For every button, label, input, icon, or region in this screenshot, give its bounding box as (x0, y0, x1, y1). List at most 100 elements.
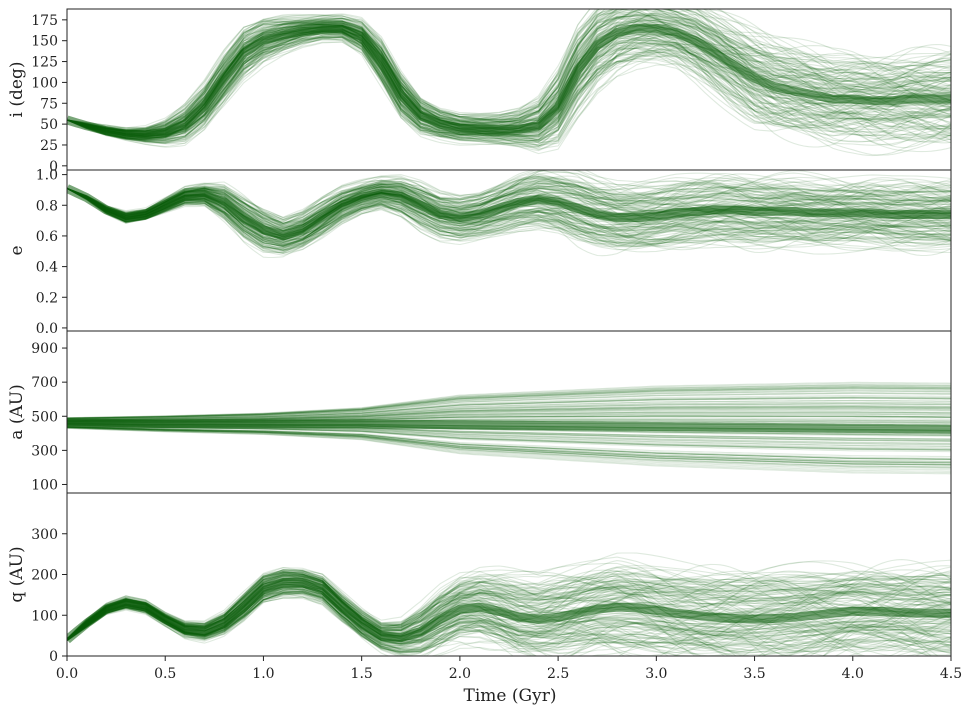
trajectory-line (67, 9, 951, 130)
trajectory-line (67, 570, 951, 640)
dominant-track (67, 418, 951, 434)
trajectory-line (67, 389, 951, 420)
y-tick-label: 0.8 (36, 198, 58, 214)
trajectory-line (67, 35, 951, 156)
trajectory-line (67, 426, 951, 468)
trajectory-line (67, 41, 951, 157)
trajectory-line (67, 19, 951, 132)
trajectory-line (67, 31, 951, 140)
trajectory-line (67, 41, 951, 153)
trajectory-line (67, 426, 951, 464)
trajectory-line (67, 180, 951, 224)
trajectory-line (67, 31, 951, 148)
x-tick-label: 2.0 (449, 666, 471, 682)
panel-1: 0 25 50 75 100 125 150 175 i (deg) (7, 8, 952, 175)
y-tick-label: 300 (31, 527, 58, 543)
trajectory-line (67, 573, 951, 640)
trajectory-line (67, 397, 951, 421)
trajectory-line (67, 567, 951, 640)
trajectory-line (67, 36, 951, 143)
trajectory-line (67, 426, 951, 462)
trajectory-line (67, 569, 951, 640)
x-tick-label: 2.5 (547, 666, 569, 682)
trajectory-line (67, 187, 951, 245)
trajectory-line (67, 552, 951, 640)
trajectory-line (67, 392, 951, 420)
trajectory-line (67, 177, 951, 231)
trajectory-line (67, 9, 951, 129)
trajectory-line (67, 36, 951, 142)
trajectory-line (67, 187, 951, 239)
trajectory-line (67, 592, 951, 649)
y-tick-label: 175 (31, 13, 58, 29)
trajectory-line (67, 593, 951, 651)
y-tick-label: 125 (31, 55, 58, 71)
trajectory-line (67, 9, 951, 132)
y-tick-label: 300 (31, 443, 58, 459)
trajectory-line (67, 585, 951, 656)
y-tick-label: 100 (31, 75, 58, 91)
trajectory-lines (67, 381, 951, 475)
trajectory-line (67, 15, 951, 137)
trajectory-line (67, 592, 951, 656)
trajectory-line (67, 187, 951, 235)
trajectory-line (67, 36, 951, 146)
trajectory-line (67, 426, 951, 466)
trajectory-line (67, 388, 951, 420)
trajectory-line (67, 571, 951, 641)
trajectory-line (67, 385, 951, 419)
trajectory-line (67, 591, 951, 652)
trajectory-line (67, 187, 951, 243)
trajectory-line (67, 187, 951, 243)
trajectory-line (67, 187, 951, 251)
trajectory-line (67, 570, 951, 640)
trajectory-line (67, 187, 951, 253)
trajectory-line (67, 9, 951, 131)
trajectory-line (67, 386, 951, 419)
trajectory-line (67, 28, 951, 148)
x-tick-label: 1.5 (351, 666, 373, 682)
trajectory-line (67, 569, 951, 640)
trajectory-line (67, 175, 951, 227)
trajectory-line (67, 187, 951, 247)
trajectory-line (67, 396, 951, 420)
trajectory-lines (67, 9, 951, 157)
trajectory-line (67, 401, 951, 421)
trajectory-line (67, 426, 951, 460)
y-tick-label: 0.2 (36, 290, 58, 306)
trajectory-line (67, 187, 951, 247)
trajectory-line (67, 187, 951, 230)
trajectory-line (67, 9, 951, 131)
trajectory-line (67, 593, 951, 656)
x-tick-label: 3.5 (743, 666, 765, 682)
trajectory-line (67, 404, 951, 421)
trajectory-line (67, 583, 951, 656)
y-tick-label: 500 (31, 409, 58, 425)
trajectory-line (67, 571, 951, 640)
trajectory-line (67, 29, 951, 138)
trajectory-line (67, 32, 951, 139)
trajectory-lines (67, 170, 951, 259)
trajectory-line (67, 592, 951, 656)
trajectory-line (67, 425, 951, 458)
trajectory-line (67, 187, 951, 250)
dominant-track (67, 578, 951, 644)
trajectory-line (67, 187, 951, 247)
x-tick-label: 3.0 (645, 666, 667, 682)
trajectory-line (67, 15, 951, 131)
trajectory-line (67, 9, 951, 129)
trajectory-line (67, 186, 951, 230)
trajectory-line (67, 170, 951, 227)
trajectory-line (67, 28, 951, 139)
trajectory-line (67, 426, 951, 466)
trajectory-line (67, 577, 951, 640)
trajectory-line (67, 587, 951, 656)
trajectory-line (67, 397, 951, 421)
y-tick-label: 900 (31, 341, 58, 357)
x-axis: 0.0 0.5 1.0 1.5 2.0 2.5 3.0 3.5 4.0 4.5 (56, 656, 962, 682)
trajectory-line (67, 187, 951, 224)
x-tick-label: 1.0 (252, 666, 274, 682)
trajectory-line (67, 187, 951, 250)
trajectory-line (67, 426, 951, 464)
